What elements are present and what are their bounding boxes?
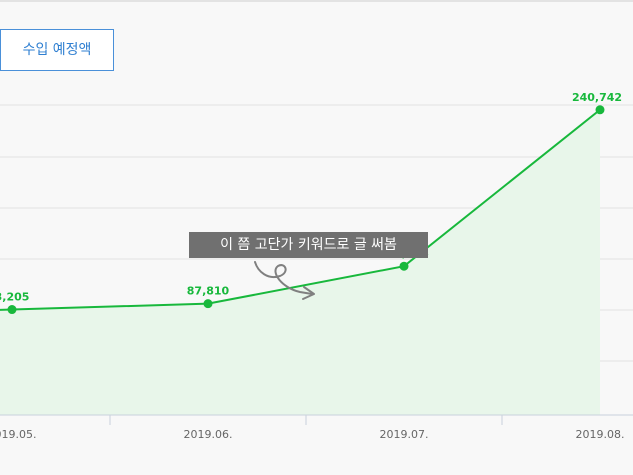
top-divider bbox=[0, 0, 633, 2]
area-fill-left bbox=[0, 309, 12, 415]
data-label: 3,205 bbox=[0, 291, 29, 304]
legend-button-income[interactable]: 수입 예정액 bbox=[0, 29, 114, 71]
x-tick-label: 2019.08. bbox=[576, 428, 625, 441]
data-point bbox=[7, 305, 17, 315]
annotation-arrow bbox=[254, 261, 313, 295]
data-label: 87,810 bbox=[187, 285, 230, 298]
series-line bbox=[11, 108, 601, 311]
data-label: 240,742 bbox=[572, 91, 622, 104]
x-tick-label: 2019.05. bbox=[0, 428, 36, 441]
annotation-label: 이 쯤 고단가 키워드로 글 써봄 bbox=[189, 232, 428, 258]
x-tick-label: 2019.07. bbox=[380, 428, 429, 441]
data-point bbox=[595, 105, 605, 115]
data-point bbox=[399, 261, 409, 271]
data-point bbox=[203, 299, 213, 309]
x-tick-label: 2019.06. bbox=[184, 428, 233, 441]
annotation-arrowhead bbox=[302, 286, 315, 300]
area-fill bbox=[12, 109, 600, 416]
